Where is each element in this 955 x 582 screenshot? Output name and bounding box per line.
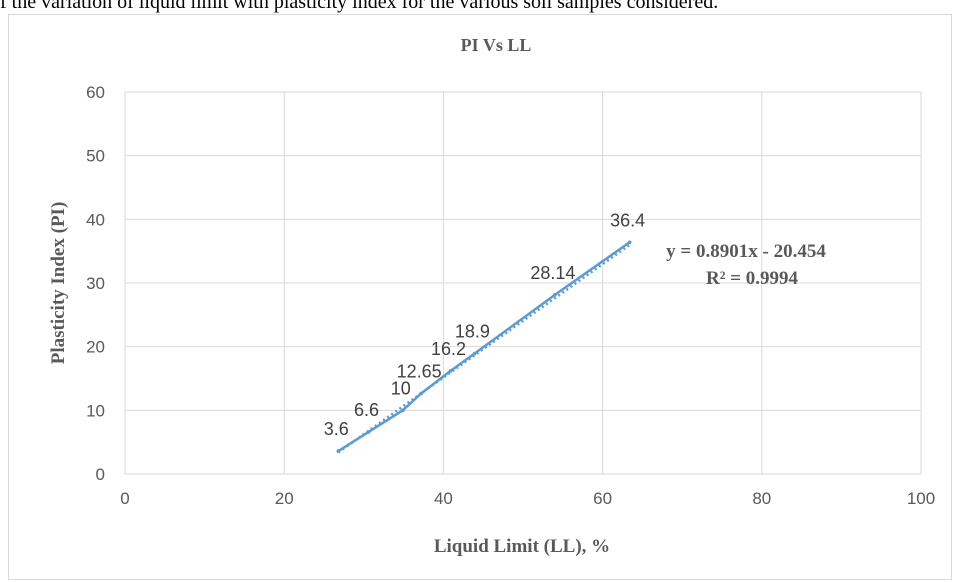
x-tick-label: 40: [434, 489, 453, 508]
y-tick-label: 20: [86, 338, 105, 357]
x-tick-label: 0: [120, 489, 129, 508]
x-tick-label: 20: [275, 489, 294, 508]
data-label: 6.6: [354, 400, 379, 420]
trendline-r2: R² = 0.9994: [706, 268, 798, 289]
chart-frame: [8, 14, 952, 580]
data-point: [472, 351, 477, 356]
series-line: [337, 241, 631, 453]
data-label: 18.9: [455, 322, 490, 342]
data-point: [627, 240, 632, 245]
data-point: [553, 293, 557, 297]
y-axis-title: Plasticity Index (PI): [48, 202, 69, 365]
series-group: [336, 240, 632, 453]
y-tick-label: 40: [86, 210, 105, 229]
y-tick-label: 30: [86, 274, 105, 293]
y-tick-label: 10: [86, 401, 105, 420]
data-point: [419, 391, 423, 396]
figure-caption: f the variation of liquid limit with pla…: [0, 0, 719, 13]
data-label: 12.65: [397, 361, 442, 381]
trendline: [337, 243, 631, 454]
data-point: [336, 449, 341, 453]
data-point: [448, 369, 453, 373]
x-tick-label: 60: [593, 489, 612, 508]
data-label: 28.14: [530, 263, 575, 283]
y-tick-label: 50: [86, 147, 105, 166]
gridlines: [124, 91, 922, 475]
chart-title: PI Vs LL: [461, 35, 532, 55]
y-tick-label: 0: [96, 465, 105, 484]
trendline-equation: y = 0.8901x - 20.454: [666, 241, 826, 262]
x-tick-label: 80: [752, 489, 771, 508]
y-tick-label: 60: [86, 83, 105, 102]
data-point: [366, 430, 371, 434]
trendline-group: [337, 243, 631, 454]
data-point: [401, 408, 405, 413]
data-label: 3.6: [324, 419, 349, 439]
x-tick-label: 100: [907, 489, 935, 508]
data-label: 16.2: [431, 339, 466, 359]
data-label: 36.4: [610, 210, 645, 230]
data-label: 10: [391, 378, 411, 398]
x-axis-title: Liquid Limit (LL), %: [434, 536, 610, 557]
tick-labels: 0 10 20 30 40 50 60 0 20 40 60 80 100: [86, 83, 935, 508]
